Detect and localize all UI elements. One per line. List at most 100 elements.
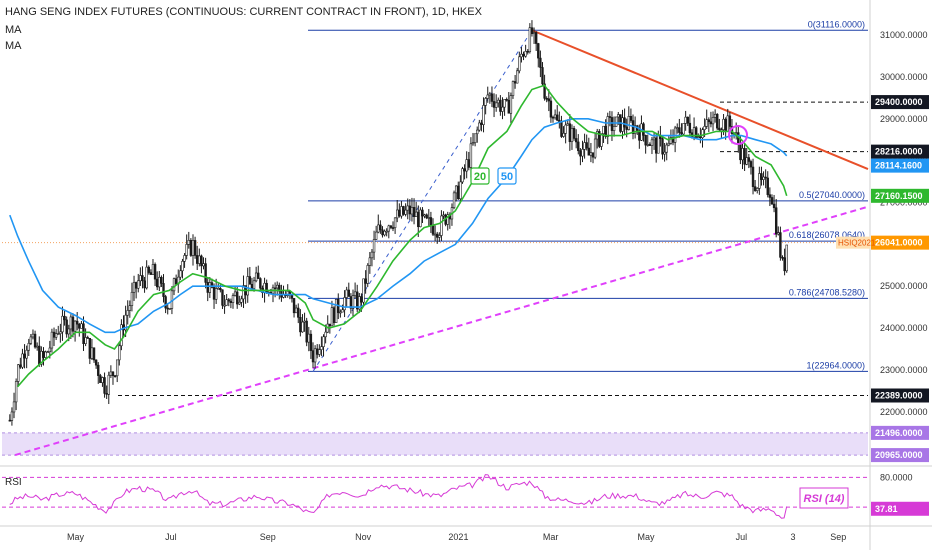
candle-body	[38, 345, 41, 365]
ma-period-label: 50	[501, 171, 513, 183]
candle-body	[149, 272, 153, 275]
candle-body	[185, 244, 188, 256]
rsi-pane-title: RSI	[5, 477, 22, 488]
candle-body	[545, 98, 548, 100]
candle-body	[431, 225, 435, 235]
candle-body	[518, 56, 521, 72]
candle-body	[311, 350, 315, 363]
candle-body	[236, 291, 239, 305]
indicator-label-ma-2[interactable]: MA	[5, 40, 22, 52]
candle-body	[562, 133, 565, 137]
candle-body	[360, 296, 363, 303]
price-axis-tick-label: 31000.0000	[880, 30, 928, 40]
candle-body	[440, 215, 443, 236]
candle-body	[503, 99, 506, 108]
candle-body	[137, 280, 140, 289]
candle-body	[242, 285, 245, 300]
candle-body	[768, 194, 772, 198]
ma-period-label: 20	[474, 171, 486, 183]
candle-body	[627, 116, 631, 130]
candle-body	[297, 307, 300, 318]
candle-body	[629, 116, 633, 121]
candle-body	[65, 319, 68, 335]
candle-body	[273, 287, 277, 290]
candle-body	[217, 287, 220, 290]
candle-body	[118, 345, 121, 361]
price-axis-tick-label: 22000.0000	[880, 407, 928, 417]
value-badge-label: 28114.1600	[875, 161, 922, 171]
candle-body	[701, 129, 704, 139]
ma-period-box	[470, 167, 490, 185]
candle-body	[484, 98, 487, 106]
candle-body	[537, 43, 540, 59]
candle-body	[398, 209, 401, 217]
symbol-tag-label: HSIQ2021	[838, 239, 876, 248]
candle-body	[459, 181, 462, 200]
candle-body	[379, 224, 382, 231]
fib-level-label: 0(31116.0000)	[808, 19, 865, 29]
candle-body	[59, 331, 62, 334]
price-axis-tick-label: 30000.0000	[880, 72, 928, 82]
candle-body	[168, 308, 172, 310]
time-axis-tick-label: May	[67, 532, 85, 542]
candle-body	[579, 150, 582, 157]
candle-body	[753, 186, 757, 191]
candle-body	[566, 123, 569, 126]
candle-body	[147, 266, 150, 273]
candle-body	[589, 152, 593, 156]
candle-body	[187, 240, 190, 245]
candle-body	[513, 81, 517, 84]
candle-body	[532, 32, 536, 35]
candle-body	[23, 353, 26, 359]
candle-body	[115, 359, 119, 377]
time-axis-tick-label: May	[638, 532, 656, 542]
candle-body	[600, 133, 603, 147]
candle-body	[362, 278, 365, 303]
candle-body	[183, 255, 186, 262]
candle-body	[225, 299, 228, 306]
candle-body	[265, 282, 268, 294]
candle-body	[35, 345, 39, 348]
candle-body	[473, 133, 477, 143]
candle-body	[762, 176, 765, 180]
candle-body	[124, 314, 127, 331]
candle-body	[48, 347, 52, 353]
candle-body	[313, 348, 317, 363]
candle-body	[604, 125, 607, 137]
candle-body	[50, 331, 54, 349]
candle-body	[303, 320, 306, 323]
candle-body	[497, 99, 500, 104]
candle-body	[412, 207, 416, 217]
candle-body	[318, 349, 321, 355]
candle-body	[728, 115, 732, 127]
candle-body	[109, 371, 113, 376]
price-axis-tick-label: 23000.0000	[880, 365, 928, 375]
zone-badge	[871, 448, 929, 463]
candle-body	[219, 287, 222, 291]
candle-body	[751, 166, 755, 187]
candle-body	[402, 206, 405, 215]
indicator-label-ma-1[interactable]: MA	[5, 24, 22, 36]
level-badge-label: 29400.0000	[875, 97, 923, 107]
fib-level-label: 0.5(27040.0000)	[799, 190, 865, 200]
candle-body	[644, 134, 647, 146]
candle-body	[387, 225, 390, 232]
candle-body	[551, 116, 555, 119]
candle-body	[516, 70, 519, 84]
candle-body	[429, 217, 433, 227]
candle-body	[758, 173, 761, 189]
candle-body	[200, 255, 203, 267]
candle-body	[747, 157, 751, 162]
candle-body	[393, 217, 397, 228]
candle-body	[63, 315, 66, 321]
candle-body	[501, 106, 504, 112]
candle-body	[756, 188, 759, 191]
time-axis-tick-label: Sep	[260, 532, 276, 542]
candle-body	[92, 347, 96, 361]
candle-body	[248, 276, 252, 285]
candle-body	[120, 324, 123, 347]
candle-body	[351, 295, 355, 309]
level-badge	[871, 144, 929, 159]
candle-body	[745, 157, 748, 165]
